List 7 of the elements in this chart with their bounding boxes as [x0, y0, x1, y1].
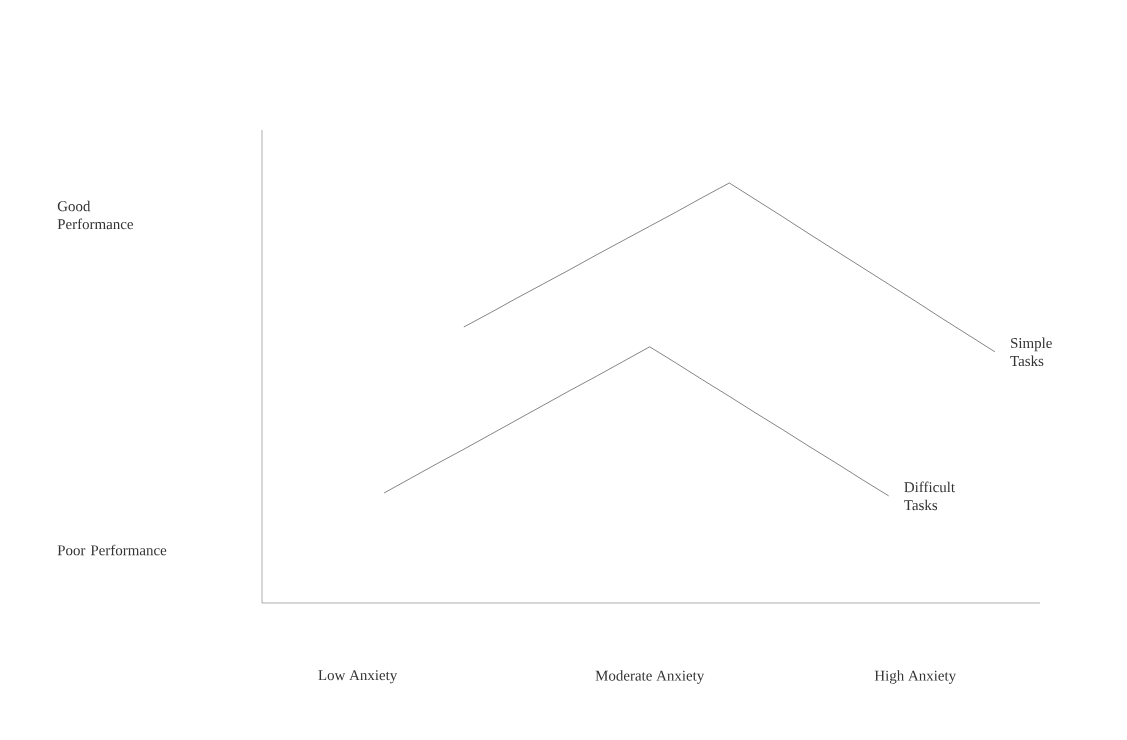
series-label: Difficult Tasks	[904, 481, 955, 511]
x-tick-label: Moderate Anxiety	[595, 670, 705, 684]
series-label: Simple Tasks	[1010, 337, 1052, 367]
x-tick-label: Low Anxiety	[318, 670, 398, 684]
x-tick-label: High Anxiety	[874, 670, 957, 684]
text: Good Performance	[57, 200, 134, 230]
text: Poor Performance	[57, 544, 167, 556]
